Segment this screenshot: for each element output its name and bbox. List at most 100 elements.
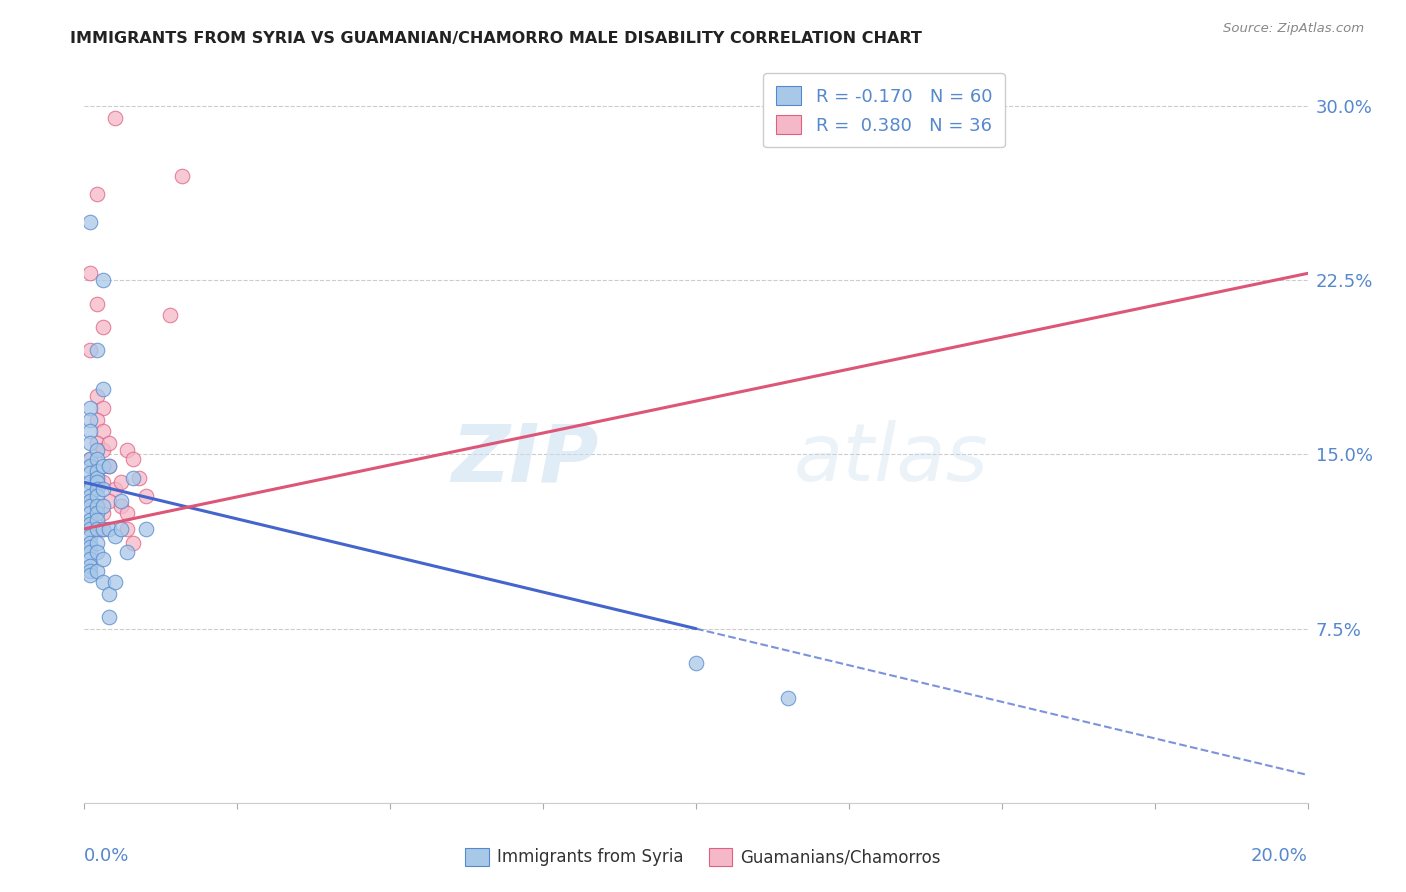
- Point: [91, 552, 114, 566]
- Point: [110, 522, 132, 536]
- Point: [86, 343, 108, 357]
- Point: [79, 452, 101, 467]
- Point: [79, 215, 101, 229]
- Point: [104, 529, 127, 543]
- Point: [91, 401, 114, 415]
- Point: [159, 308, 181, 322]
- Point: [91, 459, 114, 474]
- Point: [86, 436, 108, 450]
- Point: [86, 535, 108, 549]
- Point: [91, 319, 114, 334]
- Point: [79, 499, 101, 513]
- Point: [128, 471, 150, 485]
- Point: [79, 535, 101, 549]
- Point: [97, 494, 120, 508]
- Point: [135, 489, 157, 503]
- Point: [79, 558, 101, 573]
- Point: [97, 610, 120, 624]
- Point: [79, 489, 101, 503]
- Point: [86, 499, 108, 513]
- Point: [79, 564, 101, 578]
- Point: [104, 575, 127, 590]
- Point: [86, 471, 108, 485]
- Text: IMMIGRANTS FROM SYRIA VS GUAMANIAN/CHAMORRO MALE DISABILITY CORRELATION CHART: IMMIGRANTS FROM SYRIA VS GUAMANIAN/CHAMO…: [70, 31, 922, 46]
- Point: [86, 545, 108, 559]
- Point: [86, 564, 108, 578]
- Point: [79, 466, 101, 480]
- Point: [79, 494, 101, 508]
- Point: [86, 483, 108, 497]
- Point: [79, 512, 101, 526]
- Point: [79, 424, 101, 438]
- Point: [86, 512, 108, 526]
- Point: [79, 436, 101, 450]
- Point: [122, 452, 145, 467]
- Point: [86, 471, 108, 485]
- Point: [79, 483, 101, 497]
- Point: [97, 587, 120, 601]
- Point: [79, 517, 101, 532]
- Point: [91, 506, 114, 520]
- Point: [79, 343, 101, 357]
- Point: [86, 442, 108, 457]
- Point: [86, 296, 108, 310]
- Point: [685, 657, 707, 671]
- Point: [91, 522, 114, 536]
- Point: [86, 464, 108, 478]
- Point: [91, 424, 114, 438]
- Point: [79, 412, 101, 426]
- Point: [86, 489, 108, 503]
- Point: [86, 506, 108, 520]
- Point: [115, 522, 138, 536]
- Point: [86, 499, 108, 513]
- Point: [115, 545, 138, 559]
- Point: [79, 529, 101, 543]
- Legend: Immigrants from Syria, Guamanians/Chamorros: Immigrants from Syria, Guamanians/Chamor…: [457, 839, 949, 875]
- Point: [104, 111, 127, 125]
- Point: [79, 506, 101, 520]
- Point: [86, 522, 108, 536]
- Point: [91, 273, 114, 287]
- Point: [79, 266, 101, 280]
- Point: [91, 575, 114, 590]
- Point: [79, 459, 101, 474]
- Point: [86, 452, 108, 467]
- Point: [91, 483, 114, 497]
- Point: [97, 436, 120, 450]
- Point: [91, 499, 114, 513]
- Point: [110, 475, 132, 490]
- Point: [97, 522, 120, 536]
- Point: [79, 494, 101, 508]
- Point: [86, 522, 108, 536]
- Point: [172, 169, 194, 183]
- Legend: R = -0.170   N = 60, R =  0.380   N = 36: R = -0.170 N = 60, R = 0.380 N = 36: [763, 73, 1005, 147]
- Point: [79, 522, 101, 536]
- Point: [91, 383, 114, 397]
- Point: [79, 475, 101, 490]
- Point: [91, 475, 114, 490]
- Point: [135, 522, 157, 536]
- Point: [97, 459, 120, 474]
- Text: Source: ZipAtlas.com: Source: ZipAtlas.com: [1223, 22, 1364, 36]
- Point: [86, 187, 108, 202]
- Point: [86, 412, 108, 426]
- Point: [86, 475, 108, 490]
- Point: [115, 442, 138, 457]
- Point: [776, 691, 799, 706]
- Text: 20.0%: 20.0%: [1251, 847, 1308, 864]
- Point: [110, 494, 132, 508]
- Point: [122, 471, 145, 485]
- Text: atlas: atlas: [794, 420, 988, 498]
- Point: [122, 535, 145, 549]
- Point: [104, 483, 127, 497]
- Point: [79, 541, 101, 555]
- Text: ZIP: ZIP: [451, 420, 598, 498]
- Point: [97, 459, 120, 474]
- Point: [86, 389, 108, 403]
- Text: 0.0%: 0.0%: [84, 847, 129, 864]
- Point: [79, 401, 101, 415]
- Point: [110, 499, 132, 513]
- Point: [79, 552, 101, 566]
- Point: [79, 545, 101, 559]
- Point: [115, 506, 138, 520]
